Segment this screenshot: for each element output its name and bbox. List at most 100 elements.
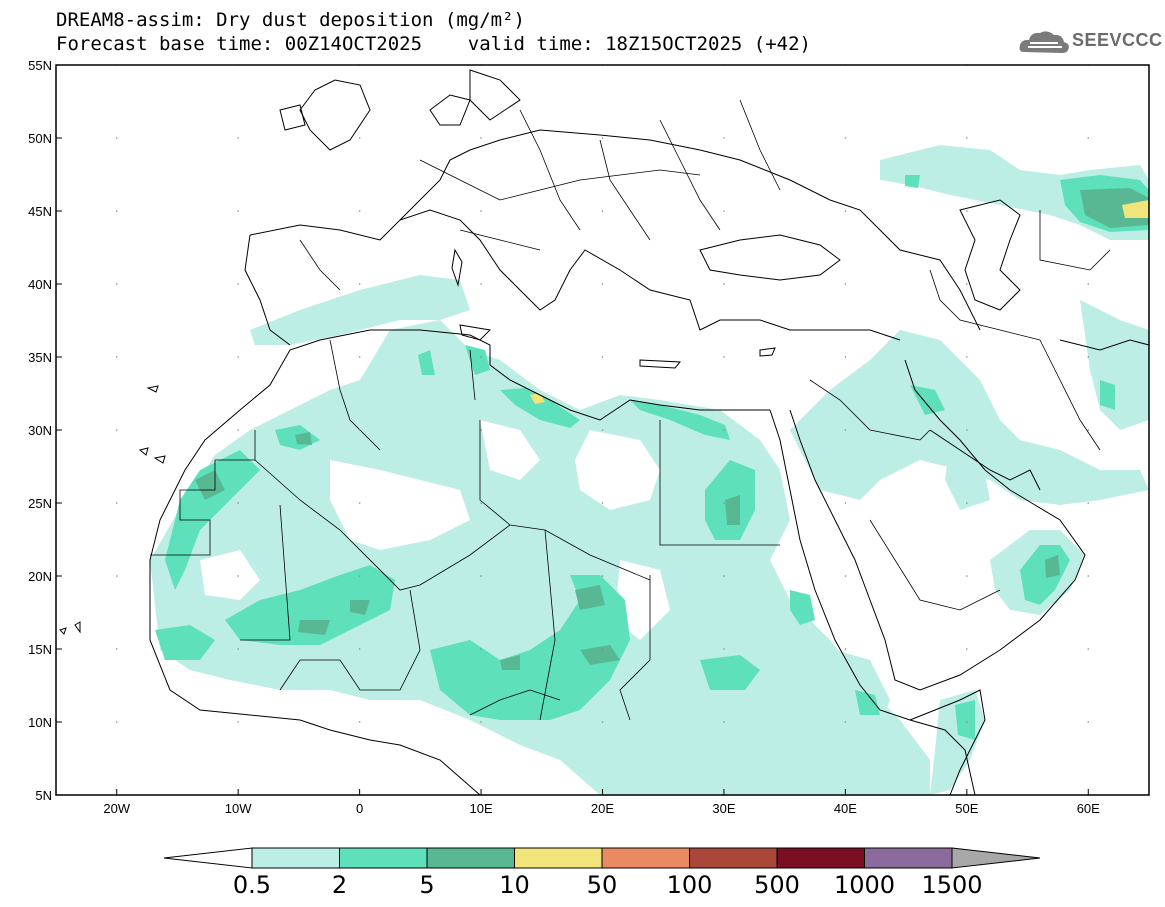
grid-dot: [237, 648, 239, 650]
colorbar-bin: [776, 847, 865, 869]
grid-dot: [966, 356, 968, 358]
colorbar-label: 0.5: [233, 871, 271, 899]
grid-dot: [1087, 137, 1090, 139]
lon-tick-label: 50E: [955, 801, 978, 816]
grid-dot: [237, 429, 239, 431]
grid-dot: [844, 356, 847, 358]
grid-dot: [480, 429, 482, 431]
grid-dot: [601, 137, 604, 139]
latitude-axis: 55N 50N 45N 40N 35N 30N 25N 20N 15N 10N 5N: [28, 58, 62, 803]
colorbar-label: 500: [754, 871, 800, 899]
colorbar-bin: [864, 847, 953, 869]
grid-dot: [480, 283, 482, 285]
grid-dot: [601, 721, 604, 723]
country-borders: [150, 99, 1111, 721]
dust-field-high: [530, 200, 1149, 404]
grid-dot: [358, 502, 361, 504]
lat-tick-label: 25N: [28, 496, 52, 511]
grid-dot: [1087, 648, 1090, 650]
grid-dot: [237, 575, 239, 577]
grid-dot: [480, 137, 482, 139]
grid-dot: [1087, 283, 1090, 285]
lon-tick-label: 40E: [834, 801, 857, 816]
grid-dot: [601, 356, 604, 358]
grid-dot: [480, 648, 482, 650]
grid-dot: [480, 721, 482, 723]
lat-tick-label: 20N: [28, 569, 52, 584]
grid-dot: [966, 137, 968, 139]
grid-dot: [601, 210, 604, 212]
grid-dot: [966, 429, 968, 431]
grid-dot: [358, 356, 361, 358]
forecast-time-subtitle: Forecast base time: 00Z14OCT2025 valid t…: [56, 33, 811, 55]
lon-tick-label: 10W: [225, 801, 252, 816]
grid-dot: [115, 356, 118, 358]
grid-dot: [358, 210, 361, 212]
lon-tick-label: 20E: [591, 801, 614, 816]
map-title: DREAM8-assim: Dry dust deposition (mg/m²…: [56, 9, 525, 31]
lat-tick-label: 40N: [28, 277, 52, 292]
grid-dot: [601, 575, 604, 577]
grid-dot: [358, 648, 361, 650]
grid-dot: [601, 502, 604, 504]
grid-dot: [844, 648, 847, 650]
grid-dot: [844, 502, 847, 504]
clear-areas: [200, 420, 670, 640]
coastlines: [149, 69, 1149, 795]
grid-dot: [601, 429, 604, 431]
colorbar-bin: [514, 847, 603, 869]
grid-dot: [1087, 502, 1090, 504]
grid-dot: [237, 721, 239, 723]
islands: [59, 248, 776, 635]
grid-dot: [358, 429, 361, 431]
lat-tick-label: 10N: [28, 715, 52, 730]
lat-tick-label: 15N: [28, 642, 52, 657]
colorbar: 0.5 2 5 10 50 100 500 1000 1500: [163, 847, 1041, 899]
grid-dot: [115, 575, 118, 577]
grid-dot: [115, 502, 118, 504]
grid-dot: [844, 721, 847, 723]
grid-dot: [1087, 429, 1090, 431]
grid-dot: [1087, 721, 1090, 723]
grid-dot: [1087, 575, 1090, 577]
grid-dot: [237, 283, 239, 285]
colorbar-label: 5: [419, 871, 434, 899]
grid-dot: [844, 429, 847, 431]
grid-dot: [844, 575, 847, 577]
grid-dot: [358, 575, 361, 577]
grid-dot: [480, 502, 482, 504]
grid-dot: [601, 283, 604, 285]
lon-tick-label: 10E: [469, 801, 492, 816]
colorbar-over-arrow: [951, 847, 1041, 869]
colorbar-bin: [251, 847, 340, 869]
map-frame: [55, 64, 1150, 796]
grid-dot: [115, 429, 118, 431]
grid-dot: [115, 648, 118, 650]
lat-tick-label: 35N: [28, 350, 52, 365]
grid-dot: [844, 137, 847, 139]
grid-dot: [844, 283, 847, 285]
colorbar-label: 2: [332, 871, 347, 899]
grid-dot: [115, 210, 118, 212]
grid-dot: [358, 283, 361, 285]
colorbar-label: 100: [667, 871, 713, 899]
colorbar-bin: [426, 847, 515, 869]
grid-dot: [966, 575, 968, 577]
grid-dot: [966, 210, 968, 212]
colorbar-bin: [689, 847, 778, 869]
grid-dot: [723, 575, 725, 577]
grid-dot: [723, 356, 725, 358]
grid-dot: [1087, 356, 1090, 358]
grid-dot: [723, 429, 725, 431]
lat-tick-label: 45N: [28, 204, 52, 219]
colorbar-bin: [339, 847, 428, 869]
grid-dot: [115, 283, 118, 285]
grid-dot: [723, 137, 725, 139]
grid-dot: [115, 137, 118, 139]
grid-dot: [237, 137, 239, 139]
grid-dot: [723, 283, 725, 285]
grid-dot: [723, 721, 725, 723]
grid-dot: [723, 502, 725, 504]
lon-tick-label: 0: [356, 801, 363, 816]
